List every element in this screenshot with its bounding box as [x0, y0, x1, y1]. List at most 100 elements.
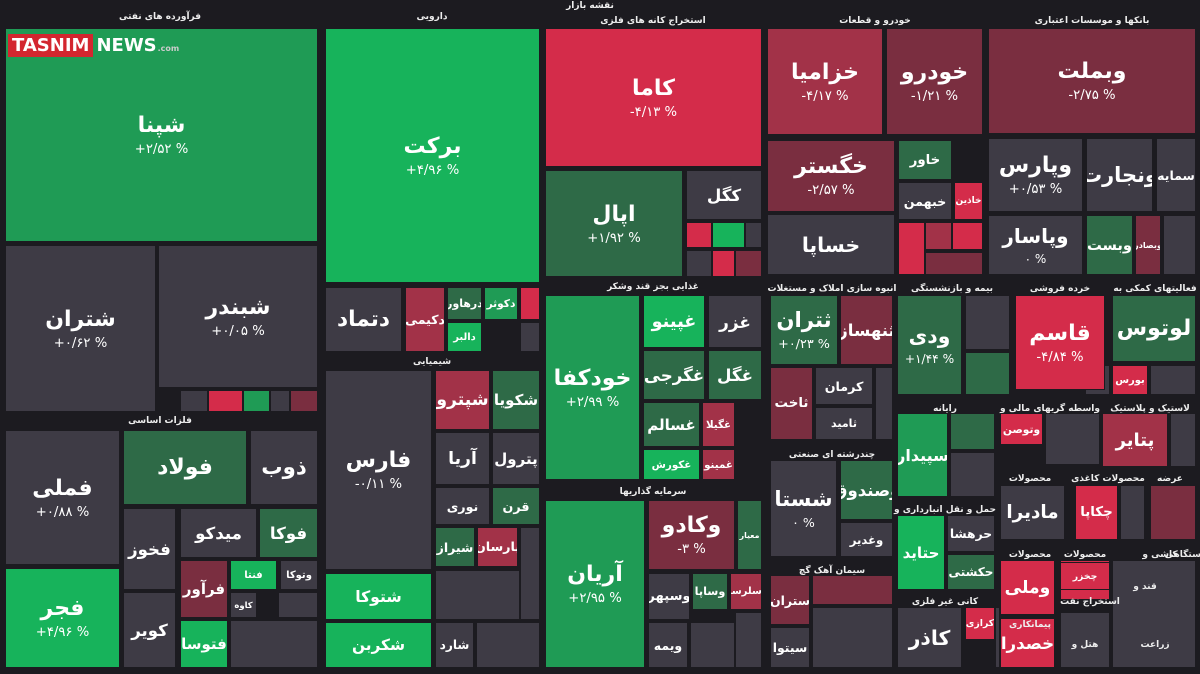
stock-name: شکویا — [493, 391, 539, 409]
stock-name: شستا — [774, 487, 833, 511]
page-title: نقشه بازار — [566, 1, 614, 11]
tile-filler — [208, 390, 243, 412]
stock-tile: کویر — [123, 592, 176, 668]
stock-tile: ذوب — [250, 430, 318, 505]
stock-name: ویمه — [653, 637, 683, 653]
sector-title: چندرشته ای صنعتی — [788, 450, 876, 460]
stock-change: -۲/۷۵ % — [1068, 88, 1116, 103]
stock-tile: فوکا — [259, 508, 318, 558]
sector-title: سیمان آهک گچ — [798, 566, 866, 576]
tile-filler — [1112, 560, 1196, 668]
stock-tile: خودکفا +۲/۹۹ % — [545, 295, 640, 480]
stock-tile: سیتوا — [770, 627, 810, 668]
stock-name: خاور — [909, 152, 941, 168]
stock-change: +۲/۹۵ % — [568, 591, 622, 606]
stock-name: سیتوا — [772, 640, 808, 655]
stock-tile: فرآور — [180, 560, 228, 618]
tile-filler — [812, 575, 893, 605]
stock-name: وتوصن — [1002, 422, 1041, 436]
stock-name: پترول — [494, 449, 538, 468]
stock-name: وسلرستا — [731, 586, 762, 597]
stock-tile: شتران +۰/۶۲ % — [5, 245, 156, 412]
stock-tile: کگل — [686, 170, 762, 220]
tile-filler — [925, 222, 952, 250]
tile-filler — [965, 352, 1010, 395]
stock-name: آریان — [567, 562, 623, 587]
stock-name: آریا — [448, 448, 477, 469]
stock-tile: وبست — [1086, 215, 1133, 275]
stock-name: وساپا — [694, 585, 726, 598]
stock-name: فملی — [32, 475, 93, 501]
sector-title: سرمایه گذاریها — [619, 487, 687, 497]
stock-tile: معیار — [737, 500, 762, 570]
stock-tile: غمینو — [702, 449, 735, 480]
stock-tile: فملی +۰/۸۸ % — [5, 430, 120, 565]
stock-name: شتران — [45, 306, 116, 332]
stock-name: ودی — [908, 324, 951, 348]
stock-tile: ونجارت — [1086, 138, 1153, 212]
stock-name: غمینو — [704, 458, 733, 471]
stock-name: خصدرا — [1000, 633, 1055, 653]
watermark-suffix: NEWS — [96, 35, 157, 56]
stock-name: وملی — [1004, 577, 1051, 598]
watermark-brand: TASNIM — [8, 34, 94, 57]
stock-name: سپیدار — [897, 445, 948, 465]
stock-name: غسالم — [647, 415, 696, 434]
sector-title: حمل و نقل انبارداری و — [894, 505, 996, 515]
stock-tile: شپترو — [435, 370, 490, 430]
stock-tile: ستران — [770, 575, 810, 625]
stock-name: حتاید — [902, 543, 940, 562]
tile-filler — [745, 222, 762, 248]
stock-tile: کرمان — [815, 367, 873, 405]
stock-name: دالبر — [453, 331, 476, 343]
stock-tile: اپال +۱/۹۲ % — [545, 170, 683, 277]
stock-tile: شبندر +۰/۰۵ % — [158, 245, 318, 388]
stock-name: خبهمن — [903, 193, 947, 209]
stock-name: حکشتی — [948, 565, 994, 579]
stock-name: کگل — [706, 185, 742, 205]
stock-tile: ثنهساز — [840, 295, 893, 365]
stock-tile: وپارس +۰/۵۳ % — [988, 138, 1083, 212]
stock-name: فارس — [345, 448, 412, 473]
stock-tile: لوتوس — [1112, 295, 1196, 362]
stock-tile: غزر — [708, 295, 762, 348]
tile-filler — [712, 222, 745, 248]
stock-name: بورس — [1115, 374, 1145, 386]
tile-filler — [952, 222, 983, 250]
stock-name: کرازی — [965, 618, 995, 629]
stock-name: وپارس — [998, 153, 1073, 178]
stock-name: اپال — [592, 201, 636, 227]
sector-title: فلزات اساسی — [128, 416, 192, 426]
stock-tile: نوری — [435, 487, 490, 525]
stock-name: کاوه — [234, 600, 253, 610]
stock-name: پتایر — [1115, 429, 1155, 451]
tile-filler — [875, 367, 893, 440]
stock-name: شپنا — [137, 113, 186, 138]
stock-name: میدکو — [195, 523, 242, 543]
tile-filler — [1150, 365, 1196, 395]
watermark-domain: .com — [157, 44, 180, 53]
stock-tile: غسالم — [643, 402, 700, 447]
stock-change: ۰ % — [792, 515, 815, 530]
stock-name: فولاد — [157, 455, 213, 480]
tile-filler — [735, 250, 762, 277]
stock-change: +۰/۰۵ % — [211, 323, 265, 339]
stock-change: -۴/۸۴ % — [1036, 349, 1084, 365]
stock-tile: شکویا — [492, 370, 540, 430]
stock-name: خساپا — [801, 232, 861, 257]
stock-change: -۳ % — [677, 542, 706, 557]
stock-name: ثنهساز — [840, 320, 893, 340]
sector-title: خودرو و قطعات — [839, 16, 911, 26]
stock-tile: ویمه — [648, 622, 688, 668]
stock-tile: وبصادر — [1135, 215, 1161, 275]
tile-filler — [1045, 413, 1100, 465]
stock-tile: پتایر — [1102, 413, 1168, 467]
stock-tile: وتوکا — [280, 560, 318, 590]
stock-change: +۴/۹۶ % — [35, 625, 90, 640]
tile-filler — [995, 607, 1000, 668]
stock-tile: وغدیر — [840, 522, 893, 557]
stock-tile: شیراز — [435, 527, 475, 567]
stock-tile: فارس -۰/۱۱ % — [325, 370, 432, 570]
stock-change: +۰/۵۳ % — [1008, 182, 1063, 197]
watermark: TASNIM NEWS .com — [8, 34, 179, 60]
